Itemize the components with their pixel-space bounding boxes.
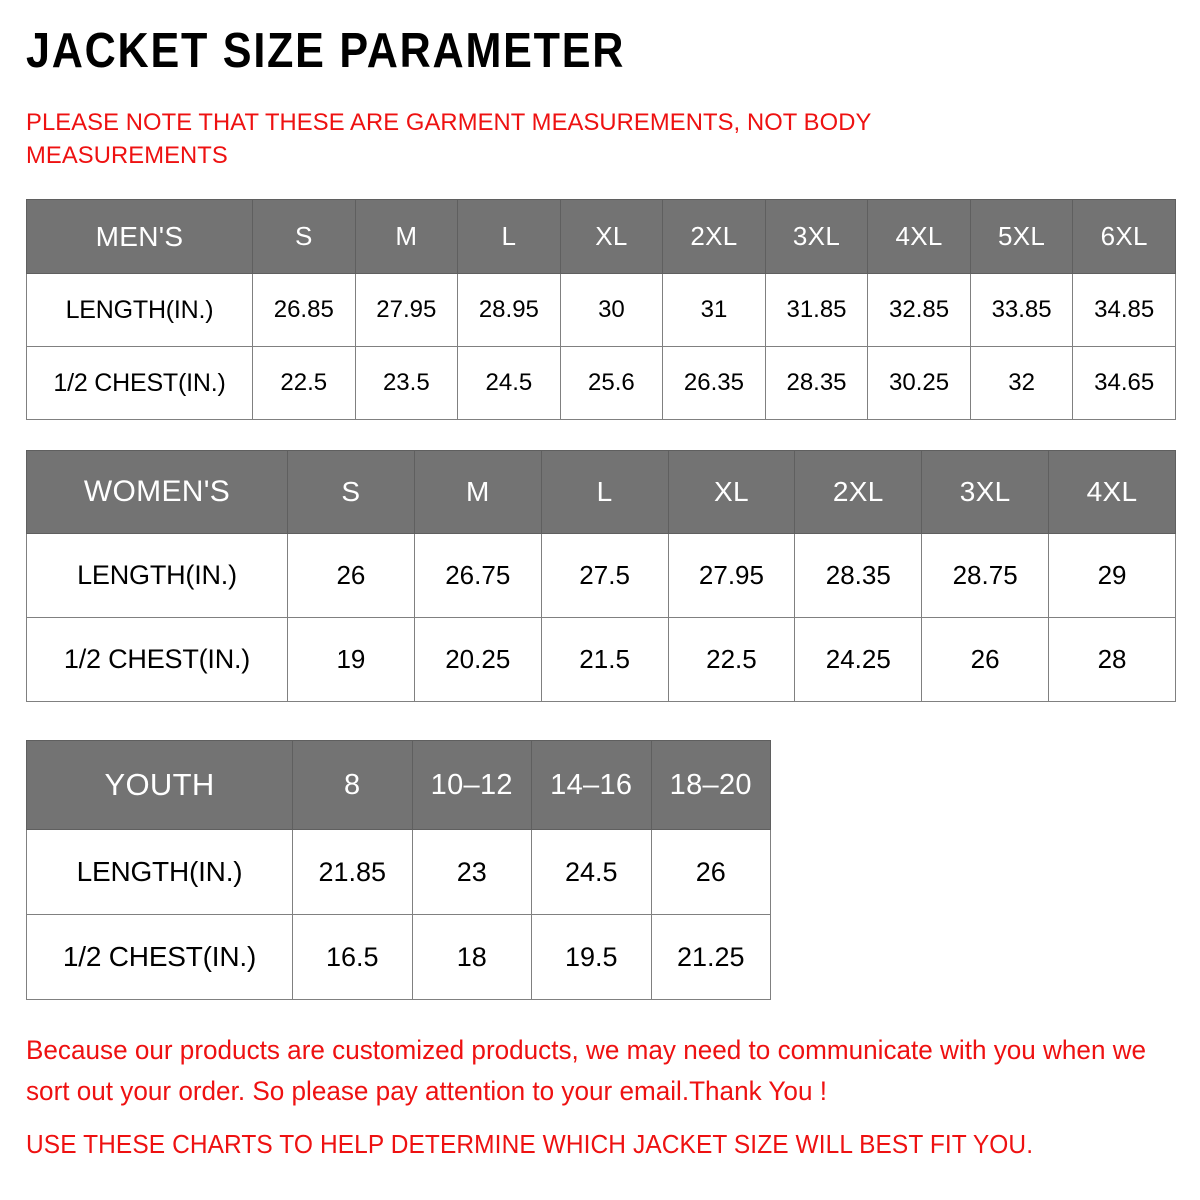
mens-row-label-chest: 1/2 CHEST(IN.) <box>26 346 253 420</box>
table-row: LENGTH(IN.) 26 26.75 27.5 27.95 28.35 28… <box>26 533 1176 618</box>
mens-chest-l: 24.5 <box>457 346 561 420</box>
table-row: 1/2 CHEST(IN.) 16.5 18 19.5 21.25 <box>26 914 771 1000</box>
mens-col-header-m: M <box>354 199 459 274</box>
youth-length-10-12: 23 <box>411 829 532 915</box>
youth-col-header-10-12: 10–12 <box>411 740 532 830</box>
youth-col-header-8: 8 <box>292 740 413 830</box>
womens-chest-3xl: 26 <box>921 617 1050 702</box>
mens-length-m: 27.95 <box>354 273 459 347</box>
mens-length-s: 26.85 <box>252 273 356 347</box>
womens-size-table: WOMEN'S S M L XL 2XL 3XL 4XL LENGTH(IN.)… <box>26 450 1176 702</box>
table-header-row: YOUTH 8 10–12 14–16 18–20 <box>26 740 771 830</box>
page-title: JACKET SIZE PARAMETER <box>26 24 626 78</box>
mens-corner-label: MEN'S <box>26 199 253 274</box>
mens-col-header-5xl: 5XL <box>969 199 1074 274</box>
mens-chest-xl: 25.6 <box>559 346 664 420</box>
mens-length-6xl: 34.85 <box>1072 273 1176 347</box>
womens-chest-s: 19 <box>287 617 415 702</box>
youth-size-table: YOUTH 8 10–12 14–16 18–20 LENGTH(IN.) 21… <box>26 740 771 1000</box>
youth-chest-18-20: 21.25 <box>650 914 771 1000</box>
mens-length-3xl: 31.85 <box>764 273 869 347</box>
mens-chest-6xl: 34.65 <box>1072 346 1176 420</box>
womens-length-4xl: 29 <box>1048 533 1176 618</box>
womens-chest-xl: 22.5 <box>667 617 796 702</box>
womens-col-header-xl: XL <box>667 450 796 534</box>
womens-chest-m: 20.25 <box>413 617 542 702</box>
customization-note: Because our products are customized prod… <box>26 1035 1147 1106</box>
table-row: LENGTH(IN.) 21.85 23 24.5 26 <box>26 829 771 915</box>
womens-length-m: 26.75 <box>413 533 542 618</box>
mens-col-header-3xl: 3XL <box>764 199 869 274</box>
youth-row-label-length: LENGTH(IN.) <box>26 829 293 915</box>
mens-chest-2xl: 26.35 <box>662 346 766 420</box>
youth-corner-label: YOUTH <box>26 740 293 830</box>
womens-length-s: 26 <box>287 533 415 618</box>
womens-col-header-m: M <box>413 450 542 534</box>
womens-chest-4xl: 28 <box>1048 617 1176 702</box>
table-row: 1/2 CHEST(IN.) 19 20.25 21.5 22.5 24.25 … <box>26 617 1176 702</box>
mens-size-table: MEN'S S M L XL 2XL 3XL 4XL 5XL 6XL LENGT… <box>26 199 1176 420</box>
womens-chest-2xl: 24.25 <box>794 617 923 702</box>
mens-col-header-l: L <box>457 199 561 274</box>
womens-col-header-2xl: 2XL <box>794 450 923 534</box>
womens-row-label-chest: 1/2 CHEST(IN.) <box>26 617 288 702</box>
use-charts-note: USE THESE CHARTS TO HELP DETERMINE WHICH… <box>26 1131 1034 1159</box>
table-row: LENGTH(IN.) 26.85 27.95 28.95 30 31 31.8… <box>26 273 1176 347</box>
garment-measurement-note: PLEASE NOTE THAT THESE ARE GARMENT MEASU… <box>26 109 871 169</box>
womens-col-header-l: L <box>540 450 669 534</box>
mens-length-2xl: 31 <box>662 273 766 347</box>
mens-length-5xl: 33.85 <box>969 273 1074 347</box>
youth-length-14-16: 24.5 <box>531 829 652 915</box>
mens-chest-s: 22.5 <box>252 346 356 420</box>
youth-col-header-14-16: 14–16 <box>531 740 652 830</box>
womens-col-header-s: S <box>287 450 415 534</box>
womens-row-label-length: LENGTH(IN.) <box>26 533 288 618</box>
mens-chest-3xl: 28.35 <box>764 346 869 420</box>
womens-col-header-4xl: 4XL <box>1048 450 1176 534</box>
table-row: 1/2 CHEST(IN.) 22.5 23.5 24.5 25.6 26.35… <box>26 346 1176 420</box>
mens-col-header-2xl: 2XL <box>662 199 766 274</box>
womens-chest-l: 21.5 <box>540 617 669 702</box>
mens-chest-4xl: 30.25 <box>867 346 971 420</box>
mens-col-header-4xl: 4XL <box>867 199 971 274</box>
womens-corner-label: WOMEN'S <box>26 450 288 534</box>
mens-length-l: 28.95 <box>457 273 561 347</box>
mens-chest-m: 23.5 <box>354 346 459 420</box>
mens-col-header-s: S <box>252 199 356 274</box>
youth-row-label-chest: 1/2 CHEST(IN.) <box>26 914 293 1000</box>
youth-chest-8: 16.5 <box>292 914 413 1000</box>
youth-length-18-20: 26 <box>650 829 771 915</box>
mens-row-label-length: LENGTH(IN.) <box>26 273 253 347</box>
womens-length-3xl: 28.75 <box>921 533 1050 618</box>
womens-length-l: 27.5 <box>540 533 669 618</box>
mens-chest-5xl: 32 <box>969 346 1074 420</box>
womens-length-2xl: 28.35 <box>794 533 923 618</box>
mens-length-4xl: 32.85 <box>867 273 971 347</box>
table-header-row: WOMEN'S S M L XL 2XL 3XL 4XL <box>26 450 1176 534</box>
mens-length-xl: 30 <box>559 273 664 347</box>
youth-chest-14-16: 19.5 <box>531 914 652 1000</box>
table-header-row: MEN'S S M L XL 2XL 3XL 4XL 5XL 6XL <box>26 199 1176 274</box>
mens-col-header-xl: XL <box>559 199 664 274</box>
womens-length-xl: 27.95 <box>667 533 796 618</box>
youth-chest-10-12: 18 <box>411 914 532 1000</box>
womens-col-header-3xl: 3XL <box>921 450 1050 534</box>
youth-length-8: 21.85 <box>292 829 413 915</box>
youth-col-header-18-20: 18–20 <box>650 740 771 830</box>
mens-col-header-6xl: 6XL <box>1072 199 1176 274</box>
